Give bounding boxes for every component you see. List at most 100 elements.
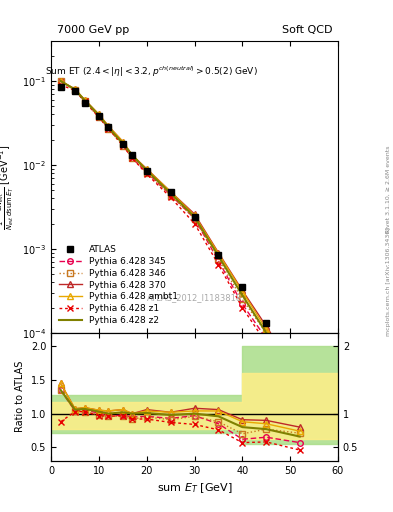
Pythia 6.428 z2: [168, 190, 173, 196]
Pythia 6.428 345: [216, 258, 221, 264]
Pythia 6.428 346: [216, 257, 221, 263]
Pythia 6.428 345: [73, 87, 77, 93]
Pythia 6.428 370: [130, 152, 135, 158]
Text: mcplots.cern.ch [arXiv:1306.3436]: mcplots.cern.ch [arXiv:1306.3436]: [386, 227, 391, 336]
ATLAS: [73, 89, 77, 95]
Pythia 6.428 z2: [130, 152, 135, 158]
Pythia 6.428 346: [192, 216, 197, 222]
ATLAS: [298, 368, 302, 374]
Text: 7000 GeV pp: 7000 GeV pp: [57, 25, 129, 35]
Pythia 6.428 z1: [168, 195, 173, 201]
ATLAS: [106, 124, 111, 131]
Text: ATLAS_2012_I1183818: ATLAS_2012_I1183818: [147, 293, 242, 302]
Line: Pythia 6.428 z2: Pythia 6.428 z2: [61, 81, 300, 387]
Pythia 6.428 370: [168, 188, 173, 195]
Pythia 6.428 z2: [120, 140, 125, 146]
Pythia 6.428 345: [240, 301, 245, 307]
ATLAS: [144, 168, 149, 174]
Pythia 6.428 ambt1: [144, 166, 149, 172]
Pythia 6.428 z1: [216, 262, 221, 268]
Pythia 6.428 ambt1: [264, 326, 268, 332]
Line: Pythia 6.428 z1: Pythia 6.428 z1: [58, 82, 303, 402]
ATLAS: [120, 140, 125, 146]
Pythia 6.428 z1: [120, 142, 125, 148]
Pythia 6.428 346: [82, 98, 87, 104]
Pythia 6.428 z2: [216, 253, 221, 259]
ATLAS: [216, 252, 221, 258]
Line: ATLAS: ATLAS: [57, 83, 303, 375]
Pythia 6.428 370: [216, 250, 221, 256]
Pythia 6.428 ambt1: [168, 188, 173, 195]
Pythia 6.428 z1: [82, 98, 87, 104]
Pythia 6.428 370: [120, 138, 125, 144]
ATLAS: [168, 189, 173, 196]
Pythia 6.428 z2: [82, 97, 87, 103]
ATLAS: [97, 113, 101, 119]
Y-axis label: Ratio to ATLAS: Ratio to ATLAS: [15, 361, 25, 433]
Pythia 6.428 z2: [106, 124, 111, 131]
Pythia 6.428 346: [240, 296, 245, 303]
Pythia 6.428 345: [58, 78, 63, 84]
Pythia 6.428 345: [82, 98, 87, 104]
Pythia 6.428 ambt1: [216, 250, 221, 257]
Pythia 6.428 370: [298, 376, 302, 382]
Pythia 6.428 346: [168, 193, 173, 199]
Pythia 6.428 345: [192, 216, 197, 222]
Pythia 6.428 346: [97, 114, 101, 120]
Legend: ATLAS, Pythia 6.428 345, Pythia 6.428 346, Pythia 6.428 370, Pythia 6.428 ambt1,: ATLAS, Pythia 6.428 345, Pythia 6.428 34…: [55, 242, 182, 328]
Text: Rivet 3.1.10, ≥ 2.6M events: Rivet 3.1.10, ≥ 2.6M events: [386, 146, 391, 233]
Pythia 6.428 370: [144, 166, 149, 172]
Text: Sum ET ($2.4 < |\eta| < 3.2, p^{ch(neutral)} > 0.5(2)$ GeV): Sum ET ($2.4 < |\eta| < 3.2, p^{ch(neutr…: [45, 65, 258, 79]
Line: Pythia 6.428 ambt1: Pythia 6.428 ambt1: [57, 77, 303, 386]
Pythia 6.428 ambt1: [192, 212, 197, 219]
Pythia 6.428 345: [168, 192, 173, 198]
Line: Pythia 6.428 370: Pythia 6.428 370: [57, 77, 303, 382]
Pythia 6.428 370: [73, 86, 77, 92]
Pythia 6.428 370: [97, 111, 101, 117]
Pythia 6.428 z1: [130, 155, 135, 161]
Y-axis label: $\frac{1}{N_{evt}} \frac{d N_{evt}}{d\mathrm{sum}\, E_T}$ [GeV$^{-1}$]: $\frac{1}{N_{evt}} \frac{d N_{evt}}{d\ma…: [0, 144, 17, 229]
Pythia 6.428 z2: [240, 292, 245, 298]
Pythia 6.428 z2: [97, 112, 101, 118]
Pythia 6.428 z1: [58, 82, 63, 88]
ATLAS: [192, 214, 197, 220]
Pythia 6.428 370: [82, 97, 87, 103]
Pythia 6.428 345: [106, 125, 111, 132]
Line: Pythia 6.428 346: Pythia 6.428 346: [58, 78, 303, 386]
Pythia 6.428 346: [120, 142, 125, 148]
Pythia 6.428 345: [264, 336, 268, 342]
Pythia 6.428 345: [120, 140, 125, 146]
Pythia 6.428 370: [58, 78, 63, 84]
Pythia 6.428 z1: [192, 221, 197, 227]
Pythia 6.428 z2: [298, 383, 302, 390]
Pythia 6.428 370: [106, 123, 111, 129]
Pythia 6.428 ambt1: [82, 97, 87, 103]
Pythia 6.428 346: [73, 87, 77, 93]
Pythia 6.428 z1: [106, 125, 111, 132]
X-axis label: sum $E_T$ [GeV]: sum $E_T$ [GeV]: [157, 481, 232, 495]
Pythia 6.428 346: [298, 380, 302, 387]
Pythia 6.428 346: [130, 155, 135, 161]
Pythia 6.428 z2: [264, 330, 268, 336]
Pythia 6.428 z2: [192, 214, 197, 220]
Pythia 6.428 370: [264, 323, 268, 329]
ATLAS: [82, 100, 87, 106]
Pythia 6.428 346: [144, 169, 149, 176]
Pythia 6.428 z1: [264, 340, 268, 346]
Pythia 6.428 ambt1: [240, 288, 245, 294]
Line: Pythia 6.428 345: Pythia 6.428 345: [58, 78, 303, 394]
Pythia 6.428 ambt1: [58, 78, 63, 84]
Pythia 6.428 ambt1: [130, 152, 135, 158]
Pythia 6.428 ambt1: [120, 138, 125, 144]
Pythia 6.428 345: [298, 389, 302, 395]
Pythia 6.428 z2: [73, 87, 77, 93]
Pythia 6.428 346: [106, 125, 111, 132]
Pythia 6.428 z1: [97, 114, 101, 120]
Pythia 6.428 345: [130, 155, 135, 161]
Pythia 6.428 z2: [144, 167, 149, 174]
Pythia 6.428 370: [192, 211, 197, 217]
ATLAS: [240, 284, 245, 290]
Pythia 6.428 370: [240, 287, 245, 293]
Pythia 6.428 346: [264, 330, 268, 336]
Pythia 6.428 345: [144, 169, 149, 175]
